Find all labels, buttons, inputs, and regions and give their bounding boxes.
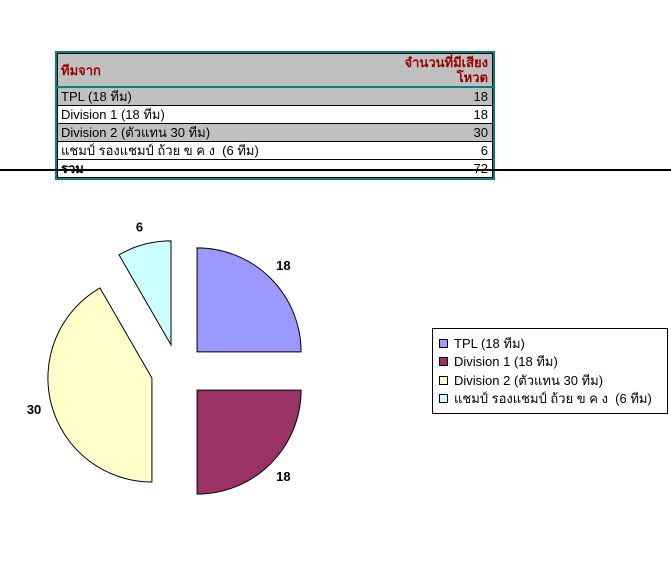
row-value: 18 bbox=[388, 87, 493, 106]
legend-marker-icon bbox=[439, 357, 448, 367]
column-header-vote-count: จำนวนที่มีเสียงโหวต bbox=[388, 53, 493, 88]
total-row: รวม 72 bbox=[57, 159, 493, 178]
pie-slice-2 bbox=[47, 287, 153, 483]
table-row: แชมป์ รองแชมป์ ถ้วย ข ค ง (6 ทีม) 6 bbox=[57, 141, 493, 160]
legend-item: Division 2 (ตัวแทน 30 ทีม) bbox=[439, 371, 661, 389]
pie-data-label-0: 18 bbox=[276, 258, 290, 273]
legend-label: Division 2 (ตัวแทน 30 ทีม) bbox=[454, 372, 604, 388]
table-row: TPL (18 ทีม) 18 bbox=[57, 87, 493, 106]
pie-slice-1 bbox=[196, 389, 302, 495]
table-body: TPL (18 ทีม) 18 Division 1 (18 ทีม) 18 Divis… bbox=[57, 87, 493, 160]
chart-legend: TPL (18 ทีม) Division 1 (18 ทีม) Division … bbox=[432, 328, 668, 414]
row-value: 30 bbox=[388, 123, 493, 142]
vote-table: ทีมจาก จำนวนที่มีเสียงโหวต TPL (18 ทีม) 1… bbox=[55, 51, 495, 180]
legend-item: TPL (18 ทีม) bbox=[439, 334, 661, 352]
legend-marker-icon bbox=[439, 375, 448, 385]
legend-label: แชมป์ รองแชมป์ ถ้วย ข ค ง (6 ทีม) bbox=[454, 391, 652, 407]
row-label: TPL (18 ทีม) bbox=[57, 87, 389, 106]
pie-data-label-2: 30 bbox=[27, 402, 41, 417]
legend-marker-icon bbox=[439, 394, 448, 404]
column-header-team-source: ทีมจาก bbox=[57, 53, 389, 88]
row-label: Division 2 (ตัวแทน 30 ทีม) bbox=[57, 123, 389, 142]
legend-item: แชมป์ รองแชมป์ ถ้วย ข ค ง (6 ทีม) bbox=[439, 390, 661, 408]
total-row-label: รวม bbox=[57, 159, 389, 178]
row-value: 6 bbox=[388, 141, 493, 160]
table-row: Division 2 (ตัวแทน 30 ทีม) 30 bbox=[57, 123, 493, 142]
pie-data-label-3: 6 bbox=[136, 220, 143, 235]
row-label: แชมป์ รองแชมป์ ถ้วย ข ค ง (6 ทีม) bbox=[57, 141, 389, 160]
table-header-row: ทีมจาก จำนวนที่มีเสียงโหวต bbox=[57, 53, 493, 88]
row-label: Division 1 (18 ทีม) bbox=[57, 105, 389, 124]
pie-data-label-1: 18 bbox=[276, 469, 290, 484]
horizontal-divider bbox=[0, 169, 671, 171]
total-row-value: 72 bbox=[388, 159, 493, 178]
pie-chart: 18 18 30 6 bbox=[27, 220, 302, 495]
legend-item: Division 1 (18 ทีม) bbox=[439, 353, 661, 371]
legend-label: Division 1 (18 ทีม) bbox=[454, 354, 558, 370]
legend-label: TPL (18 ทีม) bbox=[454, 335, 525, 351]
row-value: 18 bbox=[388, 105, 493, 124]
pie-slice-3 bbox=[118, 240, 172, 347]
table-row: Division 1 (18 ทีม) 18 bbox=[57, 105, 493, 124]
legend-marker-icon bbox=[439, 338, 448, 348]
pie-slice-0 bbox=[196, 247, 302, 353]
